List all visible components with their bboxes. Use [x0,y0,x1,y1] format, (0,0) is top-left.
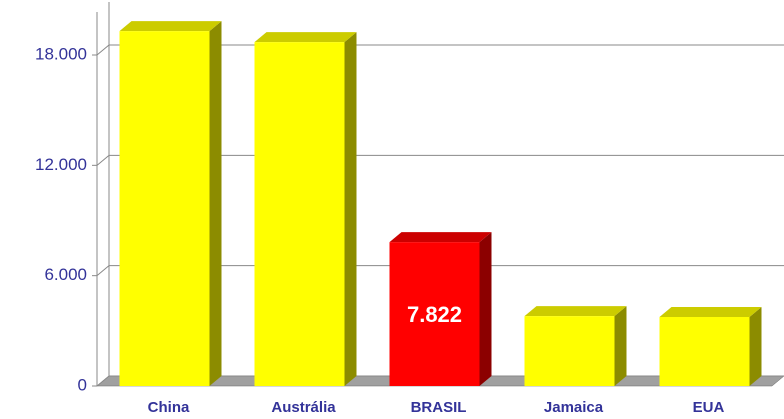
bar-face [614,306,627,386]
bar-face [209,21,222,386]
bar-face [254,32,357,43]
bar-face [389,232,492,243]
bar-face [344,32,357,386]
bar [254,32,357,386]
bar-face [389,242,480,386]
x-tick-label: Austrália [271,399,336,416]
grid-line [96,375,110,387]
bar-face [749,307,762,386]
value-label: 7.822 [407,302,462,327]
x-tick-label: BRASIL [411,399,467,416]
bar-face [119,31,210,386]
x-tick-label: Jamaica [544,399,604,416]
grid-line [96,265,110,277]
x-tick-label: China [148,399,190,416]
bar [659,307,762,386]
grid-line [96,154,110,166]
y-tick-label: 6.000 [44,265,87,284]
y-tick-label: 18.000 [35,44,87,63]
bar-face [254,42,345,386]
bar-face [119,21,222,32]
bar-face [659,317,750,386]
bar [119,21,222,386]
bar-face [524,306,627,317]
bar-face [524,316,615,386]
bar [524,306,627,386]
x-tick-label: EUA [693,399,725,416]
bar-face [479,232,492,386]
y-tick-label: 12.000 [35,155,87,174]
bar-face [659,307,762,318]
y-tick-label: 0 [78,375,87,394]
bar [389,232,492,386]
grid-line [96,44,110,56]
